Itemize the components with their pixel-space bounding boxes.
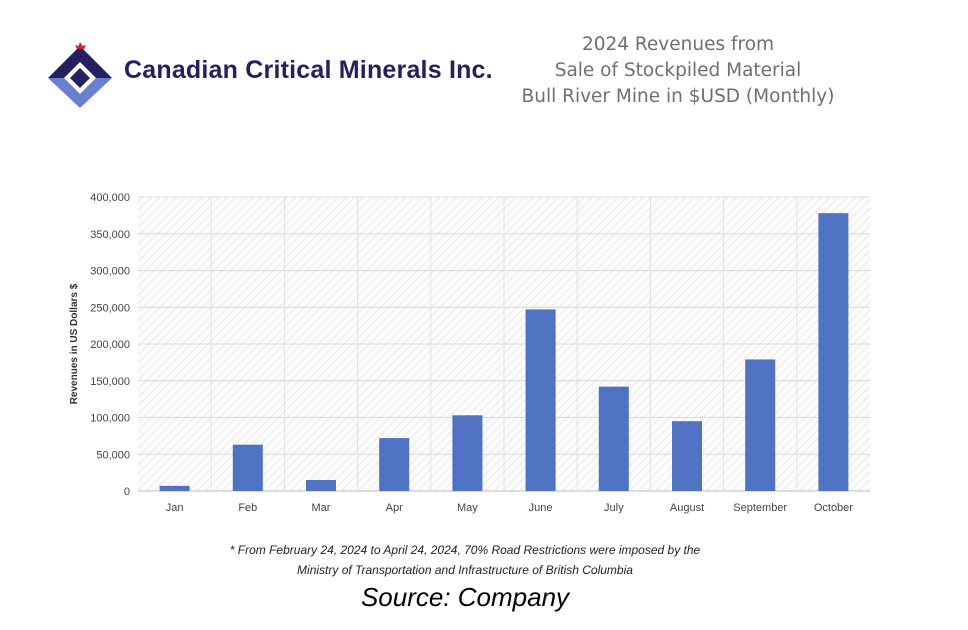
title-line-2: Sale of Stockpiled Material (554, 60, 802, 81)
x-tick-labels: Jan Feb Mar Apr May June July August September Oc… (166, 502, 854, 514)
y-axis-label: Revenues in US Dollars $ (69, 283, 80, 404)
y-tick-label: 250,000 (90, 302, 130, 314)
y-tick-label: 400,000 (90, 192, 130, 204)
y-tick-label: 300,000 (90, 266, 130, 278)
bar-feb (232, 444, 263, 491)
y-tick-label: 200,000 (90, 339, 130, 351)
y-tick-label: 0 (124, 486, 130, 498)
y-tick-labels: 0 50,000 100,000 150,000 200,000 250,000 300,0… (90, 192, 130, 498)
bar-chart: 0 50,000 100,000 150,000 200,000 250,000 300,0… (69, 192, 870, 514)
bar-august (671, 421, 703, 491)
title-line-1: 2024 Revenues from (581, 34, 775, 55)
bar-october (818, 213, 849, 492)
y-tick-label: 150,000 (90, 376, 130, 388)
bar-september (745, 359, 776, 491)
footnote-line-2: Ministry of Transportation and Infrastru… (297, 563, 633, 577)
bar-may (452, 415, 483, 491)
x-tick-label: Mar (312, 502, 331, 514)
x-tick-label: Feb (238, 502, 257, 514)
x-tick-label: June (529, 502, 553, 514)
title-line-3: Bull River Mine in $USD (Monthly) (521, 86, 835, 107)
company-name: Canadian Critical Minerals Inc. (124, 56, 493, 84)
y-tick-label: 100,000 (90, 413, 130, 425)
source-label: Source: Company (360, 582, 570, 612)
x-tick-label: Jan (166, 502, 184, 514)
bar-july (598, 386, 629, 491)
bar-june (525, 309, 556, 491)
footnote-line-1: * From February 24, 2024 to April 24, 20… (229, 543, 701, 557)
x-tick-label: May (457, 502, 478, 514)
bar-jan (159, 485, 190, 491)
chart-title: 2024 Revenues from Sale of Stockpiled Ma… (500, 32, 856, 110)
x-tick-label: Apr (386, 502, 403, 514)
x-tick-label: October (814, 502, 853, 514)
y-tick-label: 50,000 (96, 449, 130, 461)
bars (159, 213, 849, 492)
bar-mar (305, 479, 337, 491)
x-tick-label: July (604, 502, 624, 514)
x-tick-label: September (733, 502, 787, 514)
company-logo (44, 40, 118, 110)
y-tick-label: 350,000 (90, 229, 130, 241)
footnote: * From February 24, 2024 to April 24, 20… (150, 540, 780, 580)
x-tick-label: August (670, 502, 704, 514)
bar-apr (379, 438, 410, 491)
